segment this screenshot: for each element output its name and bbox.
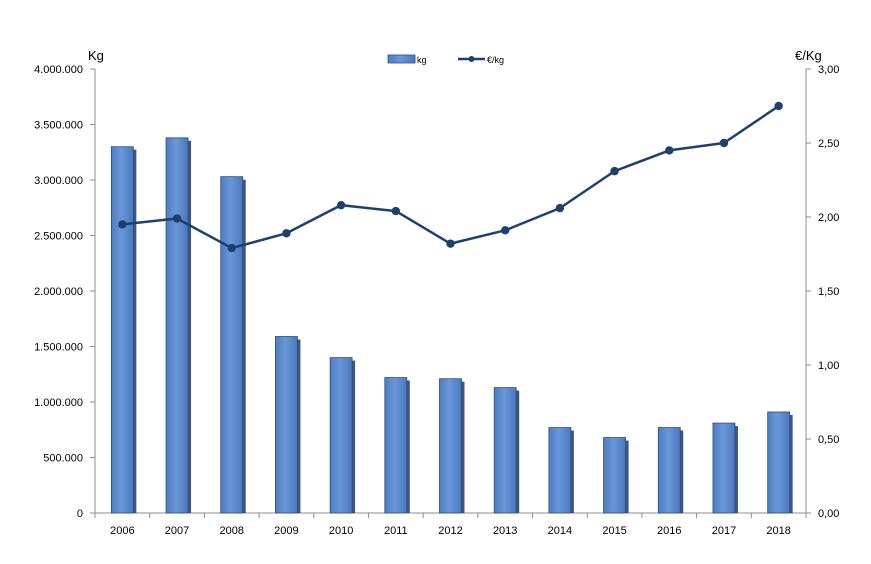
bar	[767, 411, 791, 514]
bar	[493, 387, 517, 514]
x-tick-label: 2010	[329, 525, 353, 537]
right-tick-label: 0,50	[818, 434, 839, 446]
x-tick-label: 2014	[548, 525, 572, 537]
x-tick-label: 2018	[766, 525, 790, 537]
price-point	[446, 239, 455, 248]
left-tick-label: 2.000.000	[34, 286, 83, 298]
left-axis-ticks: 0 500.000 1.000.000 1.500.000 2.000.000 2.500…	[34, 64, 95, 520]
line-series	[118, 101, 783, 253]
price-point	[118, 220, 127, 229]
bar	[329, 357, 353, 514]
left-tick-label: 3.000.000	[34, 175, 83, 187]
bar-series	[110, 137, 793, 514]
right-axis-ticks: 0,00 0,50 1,00 1,50 2,00 2,50 3,00	[806, 64, 839, 520]
price-point	[719, 138, 729, 148]
x-axis-ticks: 2006 2007 2008 2009 2010 2011 2012 2013 2014 2015…	[94, 513, 807, 537]
x-tick-label: 2009	[274, 525, 298, 537]
left-tick-label: 500.000	[43, 453, 83, 465]
right-tick-label: 1,00	[818, 360, 839, 372]
bar	[603, 437, 626, 514]
legend-bar-swatch	[387, 54, 416, 64]
price-point	[500, 226, 510, 235]
bar	[712, 422, 736, 514]
price-point	[555, 203, 565, 213]
right-tick-label: 2,50	[818, 138, 839, 150]
price-point	[282, 229, 291, 238]
right-axis-title: €/Kg	[795, 48, 822, 63]
x-tick-label: 2016	[657, 525, 681, 537]
bar	[165, 137, 189, 514]
price-point	[391, 206, 401, 216]
left-tick-label: 1.000.000	[34, 397, 83, 409]
x-tick-label: 2013	[493, 525, 517, 537]
left-tick-label: 3.500.000	[34, 120, 83, 132]
bar	[220, 176, 244, 514]
bar	[110, 146, 134, 514]
price-point	[172, 214, 182, 223]
price-point	[665, 146, 674, 155]
price-point	[336, 200, 346, 210]
legend-line-marker	[468, 56, 475, 62]
left-tick-label: 0	[77, 508, 83, 520]
right-tick-label: 3,00	[818, 64, 839, 76]
right-tick-label: 2,00	[818, 212, 839, 224]
legend-label-eur-kg: €/kg	[487, 55, 504, 65]
right-tick-label: 0,00	[818, 508, 839, 520]
x-tick-label: 2015	[602, 525, 626, 537]
x-tick-label: 2007	[165, 525, 189, 537]
x-tick-label: 2008	[219, 525, 243, 537]
legend-label-kg: kg	[417, 55, 427, 65]
bar	[384, 377, 408, 514]
legend: kg €/kg	[387, 54, 504, 65]
right-tick-label: 1,50	[818, 286, 839, 298]
left-axis-title: Kg	[88, 48, 104, 63]
left-tick-label: 4.000.000	[34, 64, 83, 76]
price-point	[227, 243, 236, 253]
bar	[275, 336, 298, 514]
x-tick-label: 2012	[438, 525, 462, 537]
price-point	[774, 101, 783, 111]
x-tick-label: 2006	[110, 525, 134, 537]
bar	[657, 427, 681, 514]
bar	[439, 378, 462, 514]
x-tick-label: 2011	[384, 525, 408, 537]
x-tick-label: 2017	[712, 525, 736, 537]
left-tick-label: 2.500.000	[34, 231, 83, 243]
left-tick-label: 1.500.000	[34, 342, 83, 354]
price-point	[610, 166, 619, 176]
bar	[548, 427, 572, 514]
